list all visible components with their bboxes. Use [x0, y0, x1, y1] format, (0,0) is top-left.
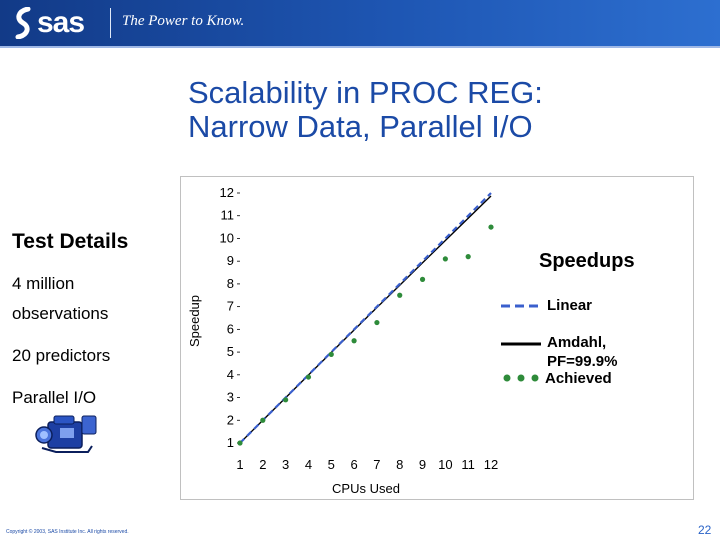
y-tick-label: 6 — [227, 321, 234, 336]
sas-swoosh-icon — [15, 7, 31, 39]
y-tick-label: 2 — [227, 412, 234, 427]
series-achieved-point — [351, 338, 357, 344]
detail-item: Parallel I/O — [12, 388, 97, 407]
series-achieved-point — [237, 440, 243, 446]
logo-divider — [110, 8, 111, 38]
x-tick-label: 4 — [305, 457, 312, 472]
y-tick-label: 1 — [227, 435, 234, 450]
series-linear-line — [239, 192, 492, 444]
y-tick-label: 3 — [227, 390, 234, 405]
tagline: The Power to Know. — [122, 13, 245, 29]
series-achieved-point — [442, 256, 448, 262]
legend-label-linear: Linear — [547, 297, 592, 314]
legend-swatch-achieved-2 — [517, 374, 525, 382]
legend-label-achieved: Achieved — [545, 370, 612, 387]
x-tick-label: 11 — [461, 457, 475, 472]
legend-swatch-achieved-1 — [503, 374, 511, 382]
y-tick-label: 8 — [227, 276, 234, 291]
legend: Speedups Linear Amdahl, PF=99.9% Achieve… — [501, 250, 635, 387]
plot-area — [237, 192, 494, 446]
x-tick-label: 2 — [259, 457, 266, 472]
y-axis-label: Speedup — [187, 295, 202, 347]
sas-logo: sas — [12, 4, 85, 42]
x-tick-label: 1 — [236, 457, 243, 472]
copyright: Copyright © 2003, SAS Institute Inc. All… — [6, 529, 129, 535]
x-tick-label: 12 — [484, 457, 498, 472]
x-tick-label: 5 — [328, 457, 335, 472]
series-amdahl-line — [239, 195, 492, 444]
series-achieved-point — [305, 374, 312, 380]
slide-title-line-1: Scalability in PROC REG: — [188, 75, 543, 110]
test-details-heading: Test Details — [12, 230, 129, 253]
x-tick-label: 10 — [438, 457, 452, 472]
y-tick-label: 11 — [221, 208, 235, 223]
y-tick-label: 7 — [227, 299, 234, 314]
series-achieved-point — [397, 292, 403, 298]
series-achieved-point — [465, 254, 471, 260]
y-tick-label: 12 — [220, 185, 234, 200]
slide-title: Scalability in PROC REG: Narrow Data, Pa… — [188, 76, 648, 144]
page-number: 22 — [698, 523, 712, 537]
series-achieved-point — [328, 351, 334, 357]
x-tick-label: 6 — [350, 457, 357, 472]
detail-item: 20 predictors — [12, 346, 111, 365]
y-tick-label: 9 — [227, 253, 234, 268]
x-tick-label: 3 — [282, 457, 289, 472]
series-achieved-point — [283, 397, 289, 403]
video-camera-icon — [35, 415, 97, 453]
x-tick-label: 9 — [419, 457, 426, 472]
x-tick-label: 7 — [373, 457, 380, 472]
legend-label-amdahl: Amdahl, PF=99.9% — [547, 334, 617, 370]
y-tick-label: 10 — [220, 230, 234, 245]
header-banner: sas The Power to Know. — [0, 0, 720, 48]
logo-text: sas — [37, 6, 85, 39]
y-tick-label: 4 — [227, 367, 234, 382]
series-achieved-point — [260, 417, 266, 423]
x-axis-label: CPUs Used — [332, 481, 400, 496]
legend-swatch-achieved-3 — [531, 374, 539, 382]
y-tick-label: 5 — [227, 344, 234, 359]
x-tick-label: 8 — [396, 457, 403, 472]
detail-item: observations — [12, 304, 109, 323]
series-achieved-point — [488, 224, 494, 230]
series-achieved-point — [419, 276, 426, 282]
legend-title: Speedups — [539, 250, 635, 272]
series-achieved-point — [374, 319, 380, 326]
detail-item: 4 million — [12, 274, 75, 293]
x-axis: 1 2 3 4 5 6 7 8 9 10 11 12 — [236, 457, 498, 472]
slide-title-line-2: Narrow Data, Parallel I/O — [188, 109, 533, 144]
